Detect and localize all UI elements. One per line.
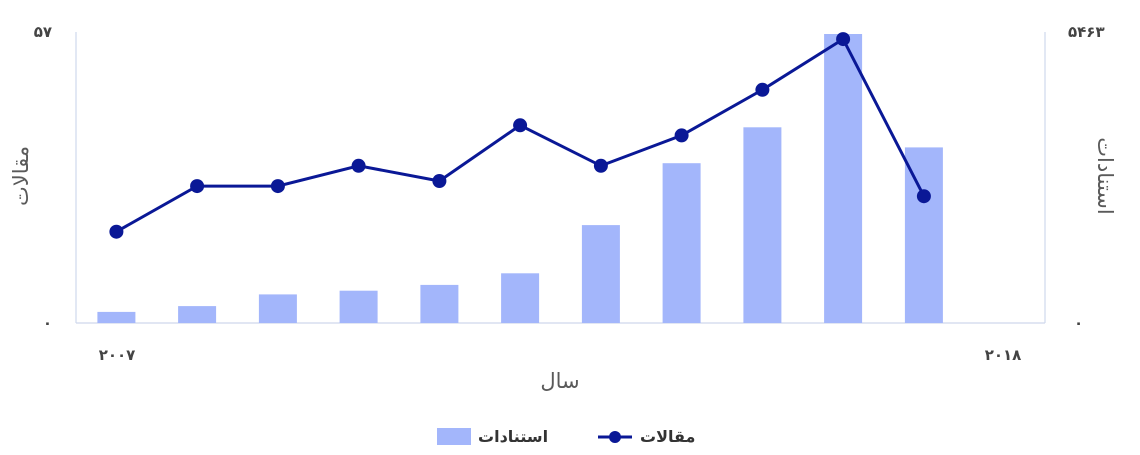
line-point-2008 — [190, 179, 205, 194]
line-point-2007 — [109, 224, 124, 239]
line-series-group — [109, 32, 931, 239]
legend: استنادات مقالات — [437, 427, 695, 446]
line-point-2011 — [432, 174, 447, 188]
left-axis-title: مقالات — [9, 146, 33, 206]
bar-2014 — [662, 163, 701, 323]
bar-2016 — [824, 34, 863, 323]
bars-series-group — [97, 34, 943, 323]
bar-2015 — [743, 127, 782, 323]
bar-2010 — [339, 290, 378, 323]
line-point-2015 — [755, 82, 770, 97]
bar-2011 — [420, 284, 459, 323]
line-point-2010 — [351, 158, 366, 173]
bar-2017 — [904, 147, 943, 323]
right-axis-title: استنادات — [1093, 137, 1117, 214]
legend-line-label: مقالات — [640, 427, 695, 446]
line-point-2013 — [593, 158, 608, 173]
legend-line-marker — [609, 431, 621, 443]
line-point-2016 — [836, 32, 851, 47]
legend-bar-swatch — [437, 428, 471, 445]
bar-2012 — [501, 273, 540, 323]
bar-2007 — [97, 311, 136, 323]
x-axis-first-label: ۲۰۰۷ — [99, 346, 136, 364]
line-point-2014 — [674, 128, 689, 143]
right-axis-min-label: ۰ — [1074, 314, 1083, 332]
bar-2009 — [258, 294, 297, 323]
x-axis-last-label: ۲۰۱۸ — [985, 346, 1022, 364]
left-axis-max-label: ۵۷ — [34, 23, 52, 41]
x-axis-title: سال — [540, 369, 579, 393]
bar-2008 — [178, 306, 217, 323]
line-point-2012 — [513, 118, 528, 133]
bar-2013 — [581, 225, 620, 323]
right-axis-max-label: ۵۴۶۳ — [1068, 23, 1105, 41]
left-axis-min-label: ۰ — [43, 314, 52, 332]
line-point-2009 — [270, 179, 285, 194]
line-point-2017 — [916, 189, 931, 204]
legend-bar-label: استنادات — [478, 427, 548, 446]
articles-line — [115, 36, 926, 234]
